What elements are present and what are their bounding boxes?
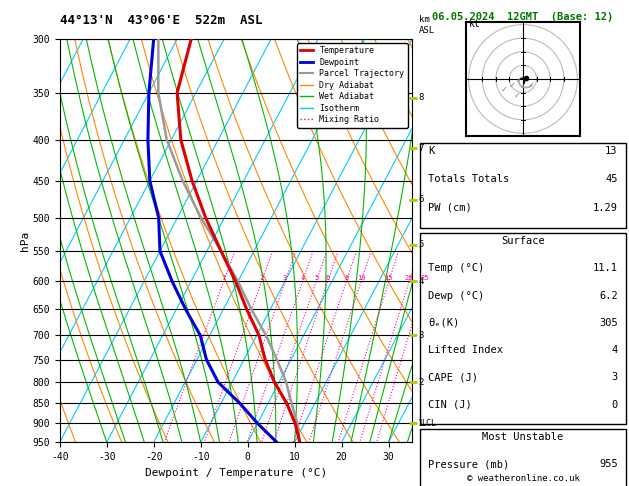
Text: 06.05.2024  12GMT  (Base: 12): 06.05.2024 12GMT (Base: 12) <box>432 12 614 22</box>
Text: ✓: ✓ <box>516 78 522 84</box>
Text: 8: 8 <box>418 93 424 102</box>
Text: ✓: ✓ <box>529 82 535 88</box>
Bar <box>420 429 626 486</box>
Text: 4: 4 <box>611 345 618 355</box>
Text: 45: 45 <box>605 174 618 184</box>
Bar <box>420 233 626 423</box>
Text: 1: 1 <box>418 419 424 428</box>
Text: 7: 7 <box>418 144 424 153</box>
Text: 6: 6 <box>418 195 424 204</box>
Text: 4: 4 <box>418 277 424 286</box>
Text: 2: 2 <box>418 378 424 387</box>
Text: K: K <box>428 146 435 156</box>
Text: CAPE (J): CAPE (J) <box>428 372 479 382</box>
Text: 3: 3 <box>283 276 287 281</box>
Text: 3: 3 <box>418 331 424 340</box>
Bar <box>420 143 626 227</box>
Text: 3: 3 <box>611 372 618 382</box>
Text: 6: 6 <box>326 276 330 281</box>
Y-axis label: hPa: hPa <box>19 230 30 251</box>
Text: Surface: Surface <box>501 236 545 246</box>
Text: km
ASL: km ASL <box>419 16 435 35</box>
Text: LCL: LCL <box>421 419 436 428</box>
Text: 8: 8 <box>344 276 348 281</box>
Text: Dewp (°C): Dewp (°C) <box>428 291 485 301</box>
Text: 4: 4 <box>300 276 304 281</box>
Text: 15: 15 <box>384 276 393 281</box>
Text: 1.29: 1.29 <box>593 203 618 213</box>
Text: 305: 305 <box>599 318 618 328</box>
Text: 13: 13 <box>605 146 618 156</box>
Text: Most Unstable: Most Unstable <box>482 432 564 442</box>
Text: CIN (J): CIN (J) <box>428 399 472 410</box>
Text: 44°13'N  43°06'E  522m  ASL: 44°13'N 43°06'E 522m ASL <box>60 14 262 27</box>
Text: ✓: ✓ <box>509 81 516 90</box>
Text: Pressure (mb): Pressure (mb) <box>428 459 509 469</box>
Text: 6.2: 6.2 <box>599 291 618 301</box>
Text: ✓: ✓ <box>501 86 508 94</box>
Text: ✓: ✓ <box>520 84 526 90</box>
Text: Totals Totals: Totals Totals <box>428 174 509 184</box>
X-axis label: Dewpoint / Temperature (°C): Dewpoint / Temperature (°C) <box>145 468 327 478</box>
Legend: Temperature, Dewpoint, Parcel Trajectory, Dry Adiabat, Wet Adiabat, Isotherm, Mi: Temperature, Dewpoint, Parcel Trajectory… <box>297 43 408 128</box>
Text: 25: 25 <box>421 276 430 281</box>
Text: Temp (°C): Temp (°C) <box>428 263 485 274</box>
Text: ✓: ✓ <box>519 75 525 81</box>
Text: ✓: ✓ <box>514 91 521 100</box>
Text: 0: 0 <box>611 399 618 410</box>
Text: 5: 5 <box>314 276 318 281</box>
Text: PW (cm): PW (cm) <box>428 203 472 213</box>
Text: θₑ(K): θₑ(K) <box>428 318 460 328</box>
Text: 10: 10 <box>357 276 365 281</box>
Text: 2: 2 <box>260 276 264 281</box>
Text: 955: 955 <box>599 459 618 469</box>
Text: © weatheronline.co.uk: © weatheronline.co.uk <box>467 473 579 483</box>
Text: Lifted Index: Lifted Index <box>428 345 503 355</box>
Text: 11.1: 11.1 <box>593 263 618 274</box>
Text: 5: 5 <box>418 240 424 249</box>
Text: kt: kt <box>469 19 481 29</box>
Text: 1: 1 <box>221 276 226 281</box>
Text: 20: 20 <box>405 276 413 281</box>
